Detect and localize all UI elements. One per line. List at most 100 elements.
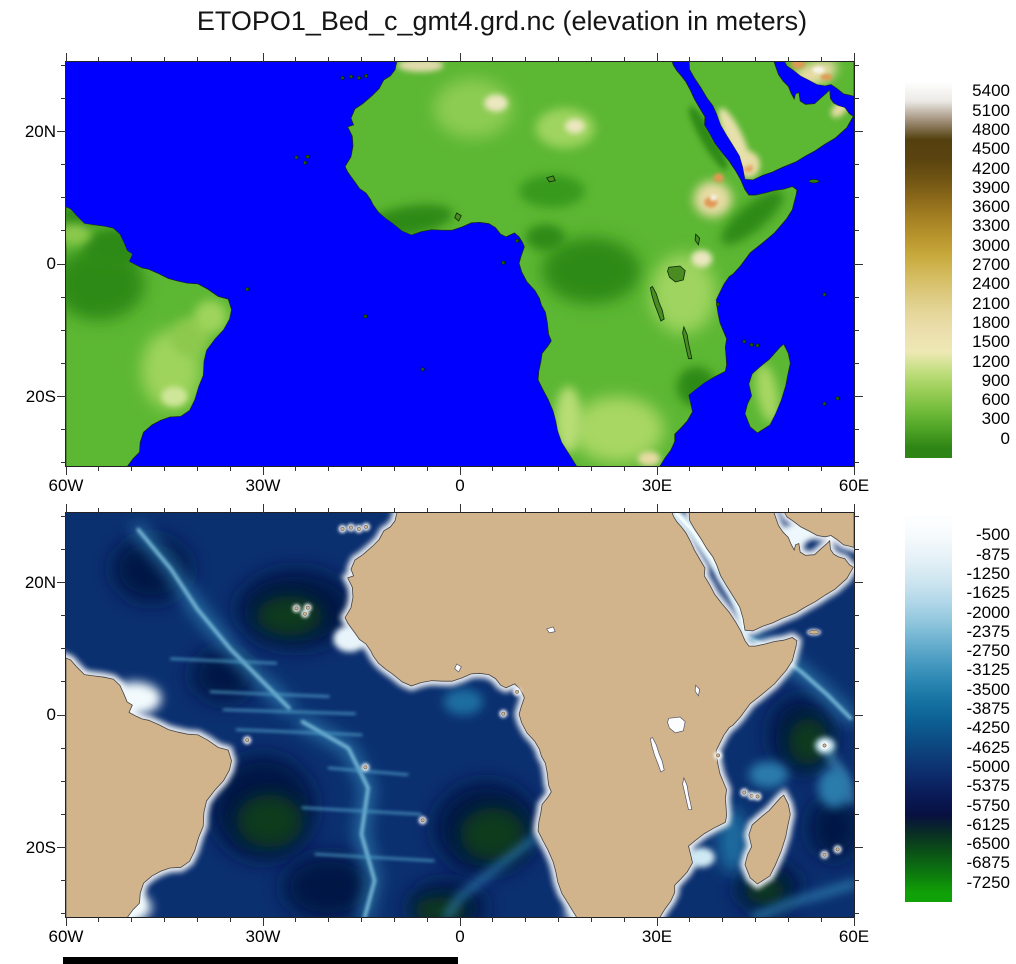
lon-tick-bot--50 bbox=[131, 466, 133, 471]
lon-tick-top-55 bbox=[820, 57, 822, 62]
lat-tick-right-25 bbox=[854, 548, 859, 550]
lon-tick-bot--60 bbox=[65, 466, 67, 475]
lon-tick-bot--15 bbox=[361, 466, 362, 471]
colorbar-tick-label--500: -500 bbox=[975, 525, 1010, 545]
lon-label-60W: 60W bbox=[48, 927, 84, 946]
lat-label-20N: 20N bbox=[24, 121, 56, 141]
lon-tick-bot--30 bbox=[262, 917, 264, 926]
lon-tick-top-35 bbox=[689, 57, 691, 62]
lon-tick-bot-50 bbox=[787, 466, 789, 471]
lon-tick-bot--10 bbox=[393, 466, 395, 471]
lon-tick-bot--5 bbox=[426, 466, 428, 471]
bottom-edge-artifact bbox=[63, 957, 458, 964]
colorbar-labels-ocean-bathymetry: -500 -875 -1250 -1625 -2000 -2375 -2750 -3125 -3… bbox=[952, 516, 1010, 902]
lat-tick-right-25 bbox=[854, 97, 859, 99]
lon-tick-top-30 bbox=[656, 504, 658, 513]
arabia-landmass bbox=[688, 513, 854, 632]
lat-tick-right-5 bbox=[854, 681, 859, 683]
lon-tick-bot--60 bbox=[65, 917, 67, 926]
lon-tick-bot-55 bbox=[820, 917, 822, 922]
lat-tick-left-5 bbox=[61, 230, 66, 232]
lon-tick-top--30 bbox=[262, 53, 264, 62]
lon-label-0: 0 bbox=[455, 476, 465, 495]
lat-tick-right--15 bbox=[854, 362, 859, 364]
lake-victoria bbox=[667, 716, 686, 734]
lat-tick-left-5 bbox=[61, 681, 66, 683]
lat-tick-left-15 bbox=[61, 615, 66, 617]
lat-tick-left--10 bbox=[61, 780, 66, 782]
lat-tick-left--30 bbox=[61, 913, 66, 915]
lakes bbox=[454, 626, 701, 811]
lat-tick-left-20 bbox=[57, 582, 66, 583]
islands bbox=[245, 73, 840, 406]
colorbar-tick-label--2375: -2375 bbox=[966, 621, 1010, 641]
lon-tick-top-25 bbox=[623, 57, 625, 62]
lat-tick-right--20 bbox=[854, 396, 863, 397]
lon-tick-bot--15 bbox=[361, 917, 362, 922]
lon-tick-top-45 bbox=[755, 57, 756, 62]
lat-tick-right-20 bbox=[854, 131, 863, 132]
lat-tick-left-30 bbox=[61, 64, 66, 66]
colorbar-tick-label-0: 0 bbox=[1000, 428, 1010, 448]
lon-tick-top-50 bbox=[787, 508, 789, 513]
lake-tanganyika bbox=[649, 285, 665, 322]
lon-tick-bot-30 bbox=[656, 917, 658, 926]
lon-label-30W: 30W bbox=[245, 476, 281, 495]
colorbar-tick-label--2750: -2750 bbox=[966, 641, 1010, 661]
lat-tick-left--5 bbox=[61, 296, 66, 298]
colorbar-tick-label-4200: 4200 bbox=[972, 158, 1010, 178]
bathymetry-map-canvas bbox=[66, 513, 854, 917]
lat-tick-right--15 bbox=[854, 813, 859, 815]
colorbar-tick-label--3875: -3875 bbox=[966, 699, 1010, 718]
lat-tick-left--25 bbox=[61, 880, 66, 882]
lon-tick-bot-0 bbox=[459, 917, 461, 926]
lon-tick-bot--40 bbox=[196, 917, 198, 922]
lon-tick-top-40 bbox=[722, 57, 724, 62]
lat-tick-left-0 bbox=[57, 714, 66, 716]
africa-landmass bbox=[344, 513, 798, 917]
abyssal-basins bbox=[112, 536, 854, 917]
lon-tick-top--15 bbox=[361, 508, 362, 513]
lat-tick-left--5 bbox=[61, 747, 66, 749]
colorbar-labels-land-elevation: 5400 5100 4800 4500 4200 3900 3600 3300 3000 2700… bbox=[952, 72, 1010, 458]
lon-tick-bot--25 bbox=[295, 917, 297, 922]
colorbar-tick-label--6500: -6500 bbox=[966, 834, 1010, 854]
lake-malawi bbox=[682, 776, 693, 811]
lon-tick-top--15 bbox=[361, 57, 362, 62]
lat-label-20N: 20N bbox=[24, 572, 56, 592]
colorbar-tick-label-2400: 2400 bbox=[972, 274, 1010, 294]
lon-tick-top-45 bbox=[755, 508, 756, 513]
lat-tick-left--15 bbox=[61, 813, 66, 815]
colorbar-tick-label--3500: -3500 bbox=[966, 679, 1010, 699]
lat-label-0: 0 bbox=[46, 254, 56, 273]
lon-tick-top--55 bbox=[98, 508, 100, 513]
lat-label-20S: 20S bbox=[25, 386, 56, 406]
lat-tick-left--20 bbox=[57, 396, 66, 397]
lat-tick-right--10 bbox=[854, 780, 859, 782]
lon-tick-top-0 bbox=[459, 53, 461, 62]
lat-tick-right--25 bbox=[854, 429, 859, 431]
colorbar-tick-label-2700: 2700 bbox=[972, 255, 1010, 274]
lon-tick-bot-45 bbox=[755, 917, 756, 922]
lon-tick-bot--20 bbox=[328, 917, 330, 922]
lon-label-30W: 30W bbox=[245, 927, 281, 946]
colorbar-tick-label-2100: 2100 bbox=[972, 293, 1010, 313]
colorbar-tick-label--6125: -6125 bbox=[966, 814, 1010, 834]
lon-tick-bot-40 bbox=[722, 917, 724, 922]
lon-tick-top--25 bbox=[295, 57, 297, 62]
lon-label-30E: 30E bbox=[641, 476, 673, 495]
lat-tick-right--5 bbox=[854, 747, 859, 749]
colorbar-tick-label-1500: 1500 bbox=[972, 332, 1010, 352]
lon-tick-bot--10 bbox=[393, 917, 395, 922]
lon-tick-top--10 bbox=[393, 57, 395, 62]
lon-tick-bot-15 bbox=[558, 466, 559, 471]
lat-tick-right-0 bbox=[854, 714, 863, 716]
lat-tick-left--15 bbox=[61, 362, 66, 364]
lat-tick-right-30 bbox=[854, 64, 859, 66]
lat-tick-right-5 bbox=[854, 230, 859, 232]
lat-tick-left-25 bbox=[61, 548, 66, 550]
map-panel-land-elevation: 60W 30W 0 30E 60E 20N 0 20S bbox=[25, 53, 869, 495]
lon-tick-bot-60 bbox=[853, 466, 855, 475]
lake-volta bbox=[454, 212, 462, 222]
